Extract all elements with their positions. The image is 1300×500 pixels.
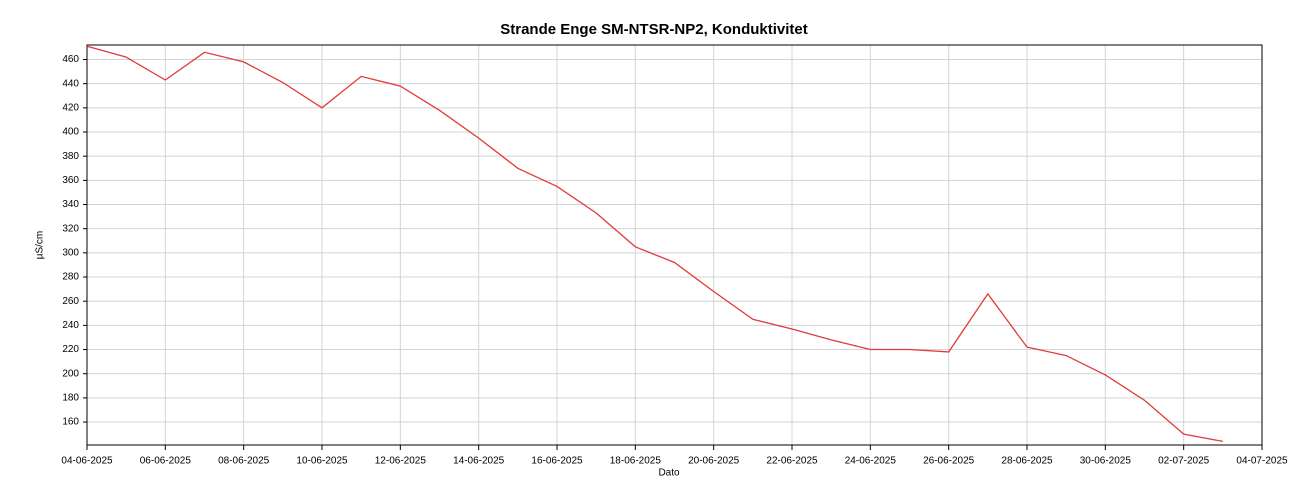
- x-tick-label: 10-06-2025: [296, 456, 348, 467]
- y-tick-label: 420: [62, 102, 79, 113]
- y-tick-label: 300: [62, 247, 79, 258]
- x-tick-label: 20-06-2025: [688, 456, 740, 467]
- data-line: [86, 45, 1223, 443]
- y-tick-label: 460: [62, 54, 79, 65]
- x-tick-label: 04-06-2025: [61, 456, 113, 467]
- x-tick-label: 12-06-2025: [375, 456, 427, 467]
- y-tick-label: 200: [62, 368, 79, 379]
- y-tick-label: 280: [62, 272, 79, 283]
- x-tick-label: 06-06-2025: [140, 456, 192, 467]
- y-axis-label: µS/cm: [35, 231, 46, 260]
- x-tick-label: 28-06-2025: [1001, 456, 1053, 467]
- y-tick-label: 240: [62, 320, 79, 331]
- x-tick-label: 18-06-2025: [610, 456, 662, 467]
- x-axis-label: Dato: [658, 468, 680, 479]
- x-tick-label: 08-06-2025: [218, 456, 270, 467]
- plot-frame: [86, 44, 1263, 446]
- chart-title: Strande Enge SM-NTSR-NP2, Konduktivitet: [500, 21, 808, 38]
- x-tick-label: 04-07-2025: [1236, 456, 1288, 467]
- y-tick-label: 180: [62, 393, 79, 404]
- y-tick-label: 440: [62, 78, 79, 89]
- y-tick-label: 380: [62, 151, 79, 162]
- x-tick-label: 14-06-2025: [453, 456, 505, 467]
- x-tick-label: 26-06-2025: [923, 456, 975, 467]
- y-tick-label: 400: [62, 127, 79, 138]
- x-tick-label: 02-07-2025: [1158, 456, 1210, 467]
- y-tick-label: 360: [62, 175, 79, 186]
- y-tick-label: 320: [62, 223, 79, 234]
- x-tick-label: 24-06-2025: [845, 456, 897, 467]
- x-tick-label: 16-06-2025: [531, 456, 583, 467]
- y-tick-label: 160: [62, 417, 79, 428]
- x-tick-label: 22-06-2025: [766, 456, 818, 467]
- y-tick-label: 220: [62, 344, 79, 355]
- x-tick-label: 30-06-2025: [1080, 456, 1132, 467]
- y-tick-label: 340: [62, 199, 79, 210]
- y-tick-label: 260: [62, 296, 79, 307]
